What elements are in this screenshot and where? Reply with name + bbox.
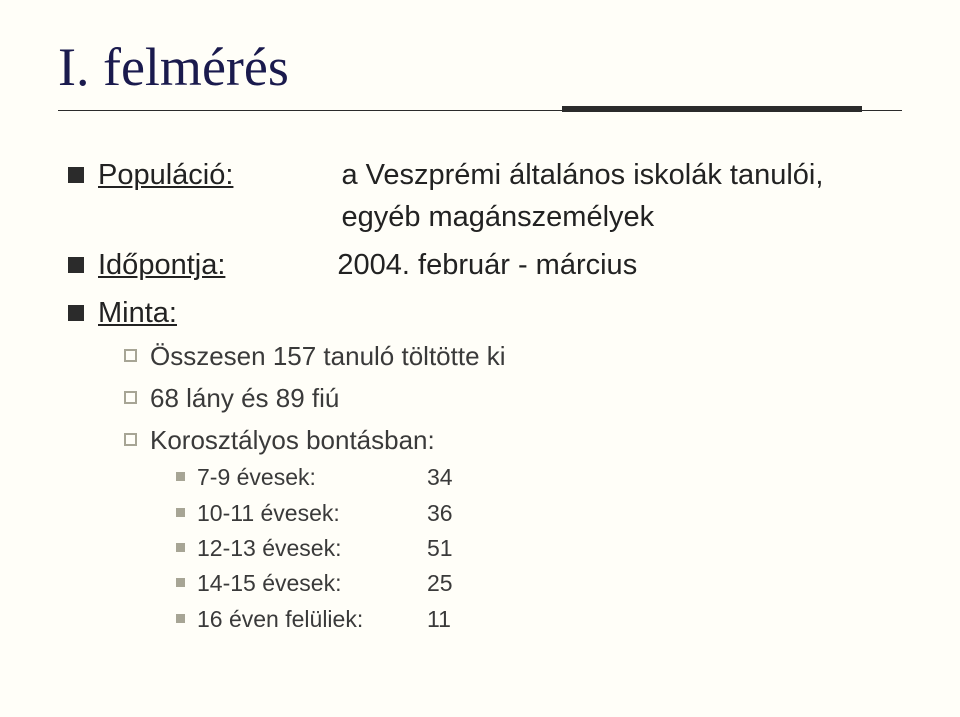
population-value-line1: a Veszprémi általános iskolák tanulói, [341,154,902,196]
slide-content: Populáció: a Veszprémi általános iskolák… [58,154,902,636]
sample-label: Minta: [98,292,177,334]
sample-sub-total-text: Összesen 157 tanuló töltötte ki [150,338,506,376]
slide: I. felmérés Populáció: a Veszprémi által… [0,0,960,717]
age-row: 7-9 évesek: 34 [176,461,902,494]
age-row-count: 25 [427,567,453,600]
population-label: Populáció: [98,154,233,196]
timing-label: Időpontja: [98,244,225,286]
small-square-bullet-icon [176,614,185,623]
small-square-bullet-icon [176,472,185,481]
small-square-bullet-icon [176,543,185,552]
age-row-count: 51 [427,532,453,565]
timing-value: 2004. február - március [337,249,637,281]
age-row-label: 14-15 évesek: [197,567,427,600]
age-row-label: 16 éven felüliek: [197,603,427,636]
square-bullet-icon [68,257,84,273]
hollow-square-bullet-icon [124,391,137,404]
age-row-label: 12-13 évesek: [197,532,427,565]
square-bullet-icon [68,305,84,321]
sample-sub-gender-text: 68 lány és 89 fiú [150,380,339,418]
age-row-count: 11 [427,603,451,636]
sample-sub-total: Összesen 157 tanuló töltötte ki [124,338,902,376]
age-row: 16 éven felüliek: 11 [176,603,902,636]
sample-sub-agebreak-text: Korosztályos bontásban: [150,422,435,460]
slide-title: I. felmérés [58,36,902,98]
population-value-line2: egyéb magánszemélyek [341,196,902,238]
age-row: 10-11 évesek: 36 [176,497,902,530]
timing-row: Időpontja: 2004. február - március [68,244,902,286]
sample-sub-agebreak: Korosztályos bontásban: [124,422,902,460]
age-row-count: 36 [427,497,453,530]
population-row: Populáció: a Veszprémi általános iskolák… [68,154,902,238]
square-bullet-icon [68,167,84,183]
age-row: 14-15 évesek: 25 [176,567,902,600]
sample-row: Minta: [68,292,902,334]
small-square-bullet-icon [176,508,185,517]
age-row: 12-13 évesek: 51 [176,532,902,565]
small-square-bullet-icon [176,578,185,587]
age-row-label: 7-9 évesek: [197,461,427,494]
hollow-square-bullet-icon [124,349,137,362]
age-row-count: 34 [427,461,453,494]
age-row-label: 10-11 évesek: [197,497,427,530]
title-rule [58,108,902,114]
hollow-square-bullet-icon [124,433,137,446]
sample-sub-gender: 68 lány és 89 fiú [124,380,902,418]
